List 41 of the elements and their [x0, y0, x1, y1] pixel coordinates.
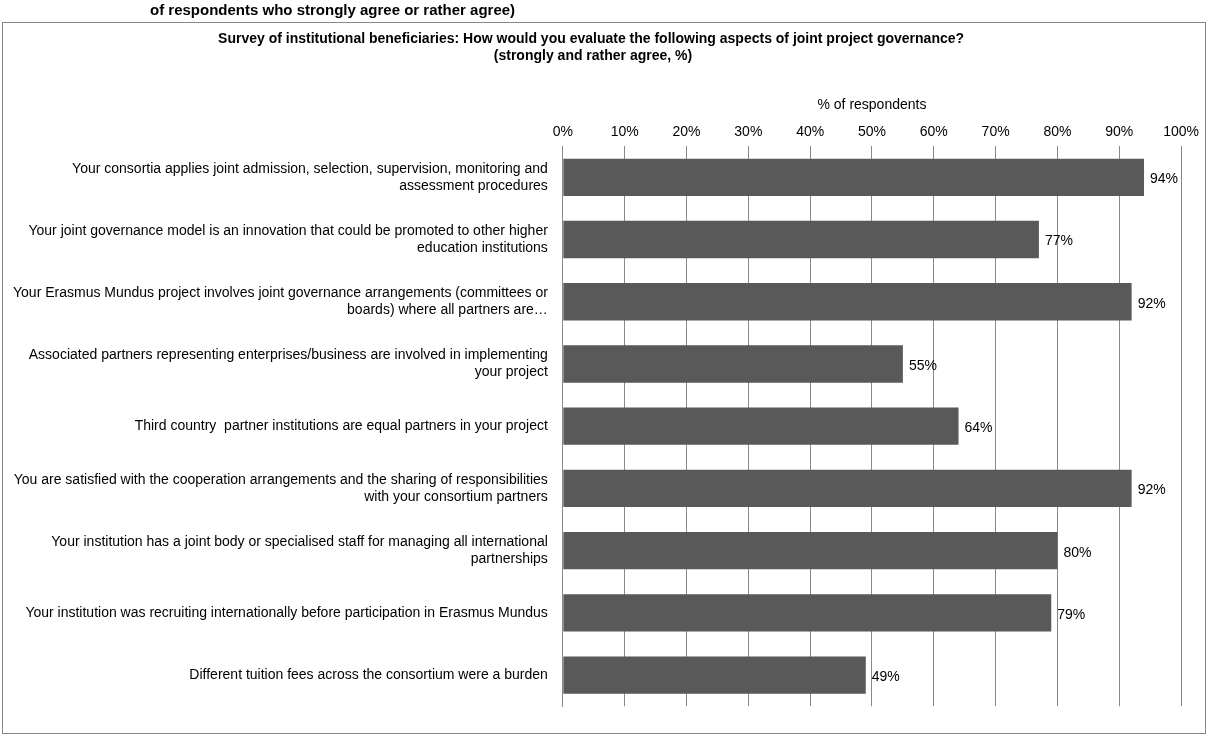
y-tick-label: Different tuition fees across the consortium were a burden [189, 665, 548, 682]
x-axis-title: % of respondents [817, 95, 927, 112]
bar [563, 220, 1039, 259]
bar [563, 283, 1132, 321]
y-tick-label: You are satisfied with the cooperation arrangements and the sharing of responsibilities with your consortium partners [13, 470, 548, 504]
y-tick-label: Your institution was recruiting internationally before participation in Erasmus Mundus [25, 603, 548, 620]
x-tick-label: 60% [919, 122, 948, 139]
x-tick-label: 0% [552, 122, 573, 139]
x-tick-label: 70% [981, 122, 1010, 139]
x-tick-label: 40% [796, 122, 825, 139]
bar [563, 158, 1144, 196]
data-label: 80% [1063, 543, 1092, 560]
data-label: 64% [964, 419, 993, 436]
x-tick-label: 10% [610, 122, 639, 139]
data-label: 77% [1044, 232, 1073, 249]
x-tick-label: 100% [1163, 122, 1199, 139]
y-tick-label: Third country partner institutions are equal partners in your project [134, 417, 548, 434]
text: of respondents who strongly agree or rather agree) [150, 1, 516, 18]
y-tick-label: Your consortia applies joint admission, selection, supervision, monitoring and assessment procedures [72, 159, 548, 193]
y-tick-label: Your joint governance model is an innovation that could be promoted to other higher education institutions [28, 221, 549, 255]
bar [563, 345, 903, 383]
bar [563, 656, 866, 694]
data-label: 79% [1057, 605, 1086, 622]
bar [563, 469, 1132, 508]
chart-title: Survey of institutional beneficiaries: How would you evaluate the following aspects of joint project governance? (strongly and rather agree, %) [218, 30, 968, 64]
data-label: 92% [1137, 481, 1166, 498]
x-tick-label: 20% [672, 122, 701, 139]
data-label: 49% [871, 667, 900, 684]
bar [563, 531, 1058, 570]
y-tick-label: Your Erasmus Mundus project involves joint governance arrangements (committees or boards) where all partners are… [13, 284, 549, 318]
y-tick-label: Your institution has a joint body or specialised staff for managing all international partnerships [51, 533, 548, 566]
x-tick-label: 50% [857, 122, 886, 139]
x-tick-label: 90% [1105, 122, 1134, 139]
bar [563, 594, 1052, 632]
bar [563, 407, 959, 445]
y-tick-label: Associated partners representing enterprises/business are involved in implementing your project [28, 346, 548, 380]
data-label: 94% [1150, 170, 1179, 187]
x-tick-label: 30% [734, 122, 763, 139]
x-tick-label: 80% [1043, 122, 1072, 139]
data-label: 92% [1137, 294, 1166, 311]
data-label: 55% [908, 356, 937, 373]
